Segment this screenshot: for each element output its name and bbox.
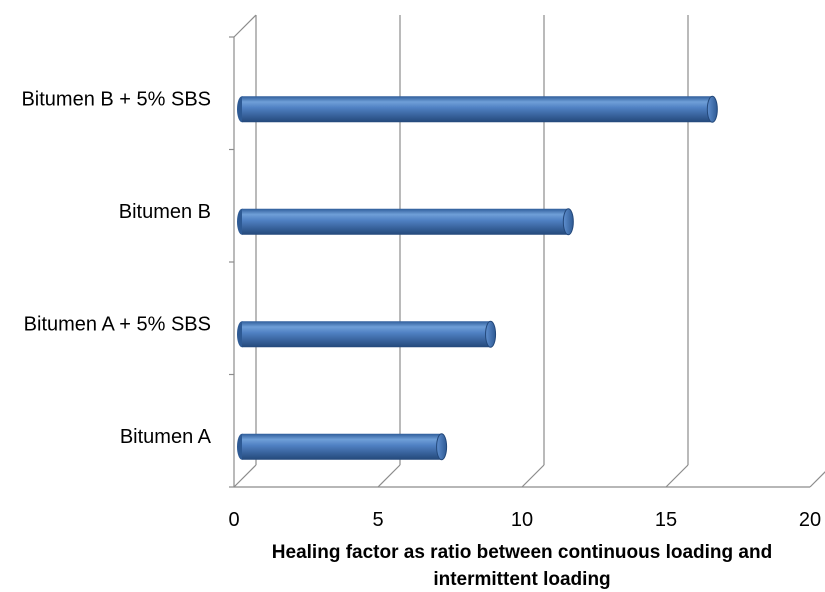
x-tick-labels: 0 5 10 15 20 — [228, 509, 821, 531]
chart-floor — [229, 14, 825, 488]
bar — [237, 320, 497, 348]
bar-body — [242, 96, 713, 123]
bar-body — [242, 433, 442, 460]
category-label: Bitumen A + 5% SBS — [24, 313, 211, 335]
category-label: Bitumen B + 5% SBS — [21, 88, 211, 110]
bar — [237, 95, 718, 123]
floor-gridline — [809, 471, 825, 488]
x-tick-label: 10 — [511, 509, 533, 531]
bar-end-cap — [485, 320, 497, 348]
x-tick-label: 20 — [799, 509, 821, 531]
bar — [237, 208, 574, 236]
floor-gridline — [665, 464, 689, 488]
x-tick-label: 5 — [372, 509, 383, 531]
bars — [237, 95, 718, 461]
x-axis-title: Healing factor as ratio between continuo… — [272, 542, 772, 590]
floor-gridline — [377, 464, 401, 488]
bar-end-cap — [706, 95, 718, 123]
x-tick-label: 0 — [228, 509, 239, 531]
chart-back-wall — [255, 15, 689, 465]
category-axis-top — [233, 14, 257, 38]
bar-body — [242, 321, 491, 348]
floor-gridline — [521, 464, 545, 488]
floor-gridline — [233, 464, 257, 488]
x-tick-label: 15 — [655, 509, 677, 531]
x-axis-title-line: intermittent loading — [433, 569, 610, 590]
x-axis-title-line: Healing factor as ratio between continuo… — [272, 542, 772, 563]
bar-end-cap — [562, 208, 574, 236]
bar-end-cap — [436, 433, 448, 461]
category-labels: Bitumen A Bitumen A + 5% SBS Bitumen B Bitu… — [21, 88, 211, 448]
bar-body — [242, 208, 569, 235]
category-label: Bitumen A — [120, 426, 212, 448]
category-label: Bitumen B — [119, 201, 211, 223]
bar — [237, 433, 448, 461]
